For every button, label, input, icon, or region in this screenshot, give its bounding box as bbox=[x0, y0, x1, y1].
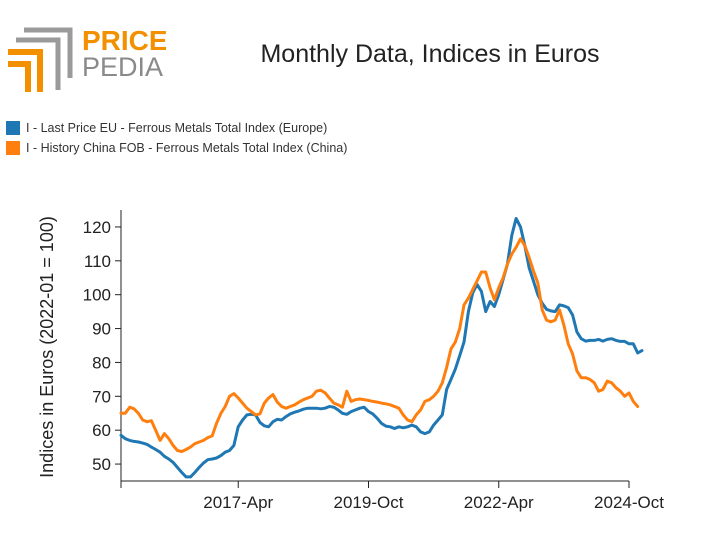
x-tick-label: 2017-Apr bbox=[203, 493, 273, 512]
logo-text-bottom: PEDIA bbox=[82, 52, 163, 82]
pricepedia-logo: PRICE PEDIA bbox=[8, 25, 166, 92]
x-axis: 2017-Apr 2019-Oct 2022-Apr 2024-Oct bbox=[120, 480, 664, 512]
series-line-eu bbox=[119, 217, 644, 479]
series-layer bbox=[119, 217, 644, 479]
logo-mark-icon bbox=[8, 27, 73, 92]
y-axis: 50 60 70 80 90 100 110 120 bbox=[83, 210, 122, 481]
x-tick-label: 2019-Oct bbox=[334, 493, 404, 512]
y-tick-label: 100 bbox=[83, 286, 111, 305]
legend-item-china[interactable]: I - History China FOB - Ferrous Metals T… bbox=[6, 138, 347, 158]
legend-swatch-china bbox=[6, 141, 20, 155]
y-tick-label: 70 bbox=[92, 387, 111, 406]
y-tick-label: 80 bbox=[92, 353, 111, 372]
y-tick-label: 120 bbox=[83, 218, 111, 237]
y-tick-label: 90 bbox=[92, 320, 111, 339]
legend-item-eu[interactable]: I - Last Price EU - Ferrous Metals Total… bbox=[6, 118, 347, 138]
y-tick-label: 110 bbox=[84, 252, 111, 271]
y-tick-label: 60 bbox=[92, 421, 111, 440]
y-axis-title: Indices in Euros (2022-01 = 100) bbox=[37, 216, 57, 478]
logo-text-top: PRICE bbox=[82, 25, 166, 56]
chart-title: Monthly Data, Indices in Euros bbox=[260, 40, 600, 68]
x-tick-label: 2024-Oct bbox=[594, 493, 664, 512]
legend-label-china: I - History China FOB - Ferrous Metals T… bbox=[26, 141, 348, 155]
legend-swatch-eu bbox=[6, 121, 20, 135]
legend-label-eu: I - Last Price EU - Ferrous Metals Total… bbox=[26, 121, 328, 135]
y-tick-label: 50 bbox=[92, 455, 111, 474]
chart-legend: I - Last Price EU - Ferrous Metals Total… bbox=[6, 118, 347, 158]
series-line-china bbox=[119, 237, 640, 453]
x-tick-label: 2022-Apr bbox=[464, 493, 534, 512]
